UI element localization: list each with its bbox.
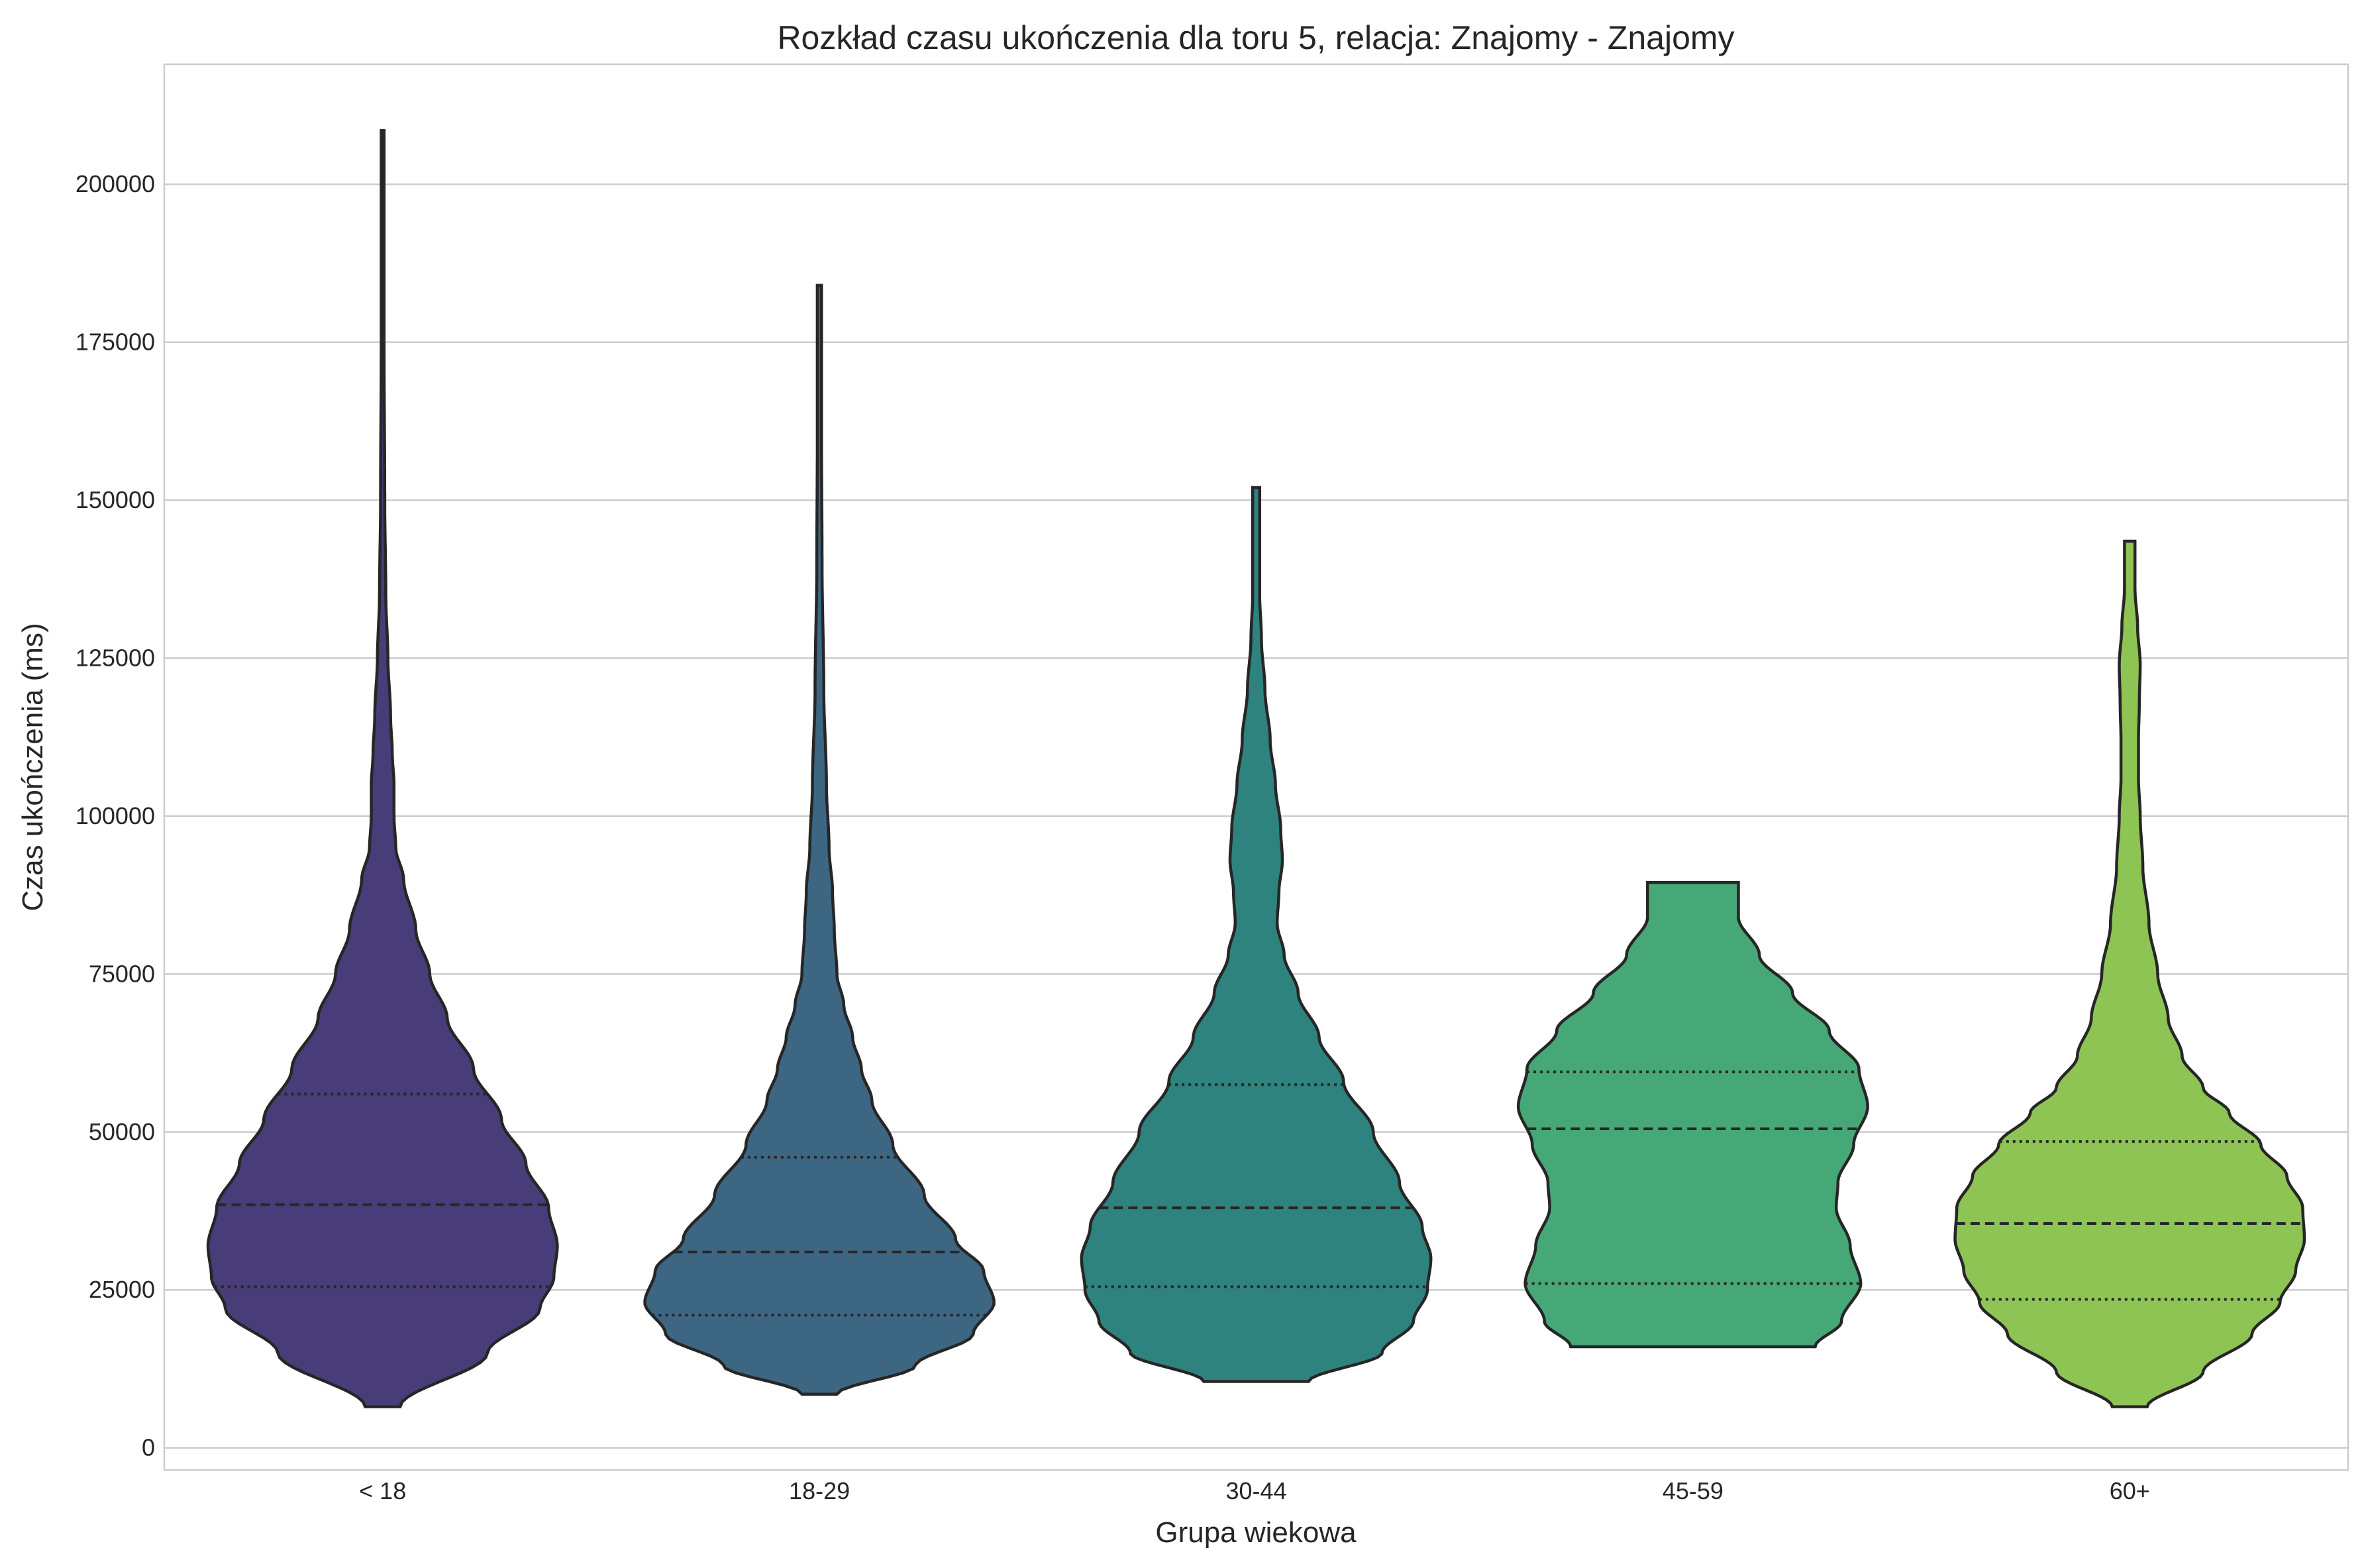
- violins: [206, 129, 2306, 1408]
- violin-body: [643, 284, 996, 1396]
- violin-group: [1080, 486, 1433, 1383]
- y-tick-label: 100000: [76, 802, 155, 829]
- y-tick-label: 50000: [89, 1118, 155, 1145]
- y-axis: 0 25000 50000 75000 100000 125000 150000 175000…: [76, 170, 155, 1461]
- x-tick-label: 45-59: [1663, 1477, 1723, 1504]
- y-tick-label: 125000: [76, 644, 155, 671]
- violin-body: [1080, 486, 1433, 1383]
- y-axis-label: Czas ukończenia (ms): [17, 623, 49, 911]
- violin-group: [1953, 539, 2306, 1408]
- x-tick-label: < 18: [359, 1477, 406, 1504]
- y-tick-label: 175000: [76, 329, 155, 356]
- x-tick-label: 18-29: [789, 1477, 850, 1504]
- violin-group: [643, 284, 996, 1396]
- violin-group: [1516, 880, 1869, 1349]
- violin-body: [1953, 539, 2306, 1408]
- y-tick-label: 200000: [76, 170, 155, 197]
- x-axis: < 18 18-29 30-44 45-59 60+: [359, 1477, 2150, 1504]
- y-tick-label: 75000: [89, 960, 155, 987]
- x-axis-label: Grupa wiekowa: [1155, 1516, 1357, 1549]
- x-tick-label: 60+: [2110, 1477, 2150, 1504]
- violin-body: [206, 129, 559, 1408]
- x-tick-label: 30-44: [1225, 1477, 1286, 1504]
- plot-frame: [163, 63, 2349, 1471]
- chart-title: Rozkład czasu ukończenia dla toru 5, rel…: [777, 19, 1734, 56]
- y-tick-label: 25000: [89, 1276, 155, 1303]
- violin-group: [206, 129, 559, 1408]
- y-tick-label: 0: [142, 1434, 155, 1461]
- violin-body: [1516, 880, 1869, 1349]
- y-tick-label: 150000: [76, 486, 155, 513]
